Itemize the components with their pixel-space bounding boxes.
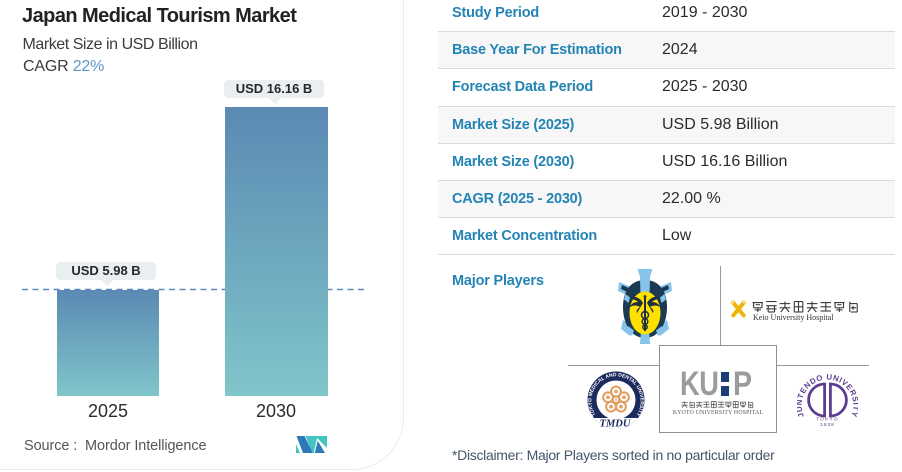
svg-text:TMDU: TMDU (600, 419, 632, 430)
svg-text:TOKYO: TOKYO (816, 417, 839, 423)
svg-text:JUNTENDO UNIVERSITY: JUNTENDO UNIVERSITY (797, 372, 858, 418)
svg-text:1838: 1838 (820, 422, 835, 428)
